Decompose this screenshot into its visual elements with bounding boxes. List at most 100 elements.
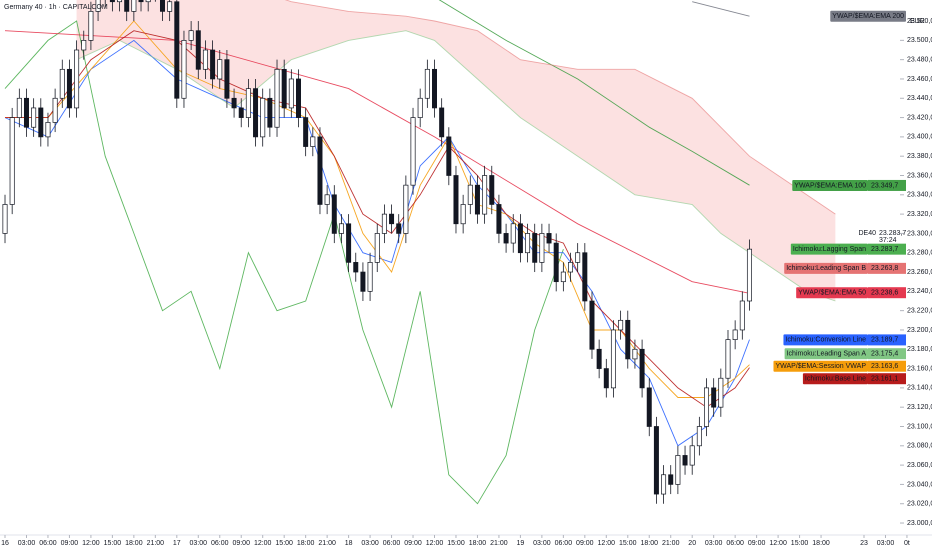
candle-body: [224, 59, 230, 99]
candle-body: [296, 78, 301, 118]
tag-name: YWAP/$EMA:EMA 100: [794, 182, 866, 189]
x-tick-label: 03:00: [18, 540, 36, 547]
tag-value-bg: [868, 360, 906, 372]
candle-body: [653, 426, 659, 495]
candle-body: [324, 194, 330, 205]
tag-name: Ichimoku:Lagging Span: [793, 246, 866, 253]
tag-name-bg: [792, 179, 868, 191]
candle-body: [568, 262, 574, 273]
x-tick-label: 15:00: [104, 540, 122, 547]
y-tick-label: 23.420,0: [907, 114, 932, 121]
candle-body: [367, 262, 373, 292]
indicator-line: [5, 30, 750, 408]
x-tick-label: 18:00: [812, 540, 830, 547]
tag-name: YWAP/$EMA:Session VWAP: [775, 363, 866, 370]
currency: EUR: [910, 18, 925, 25]
candle-body: [195, 30, 201, 70]
tag-value: 23.238,6: [871, 290, 898, 297]
candle-body: [689, 445, 695, 466]
candle-body: [403, 184, 409, 234]
candle-body: [231, 97, 237, 109]
candle-body: [746, 248, 752, 302]
tag-name-bg: [830, 10, 906, 22]
candle-body: [202, 49, 208, 70]
candle-body: [646, 387, 652, 427]
candle-body: [109, 0, 115, 3]
indicator-line: [5, 20, 750, 398]
candle-body: [2, 204, 8, 234]
plot-area: [2, 0, 836, 505]
y-tick-label: 23.160,0: [907, 365, 932, 372]
y-tick-label: 23.040,0: [907, 481, 932, 488]
series-tag: Ichimoku:Lagging Span 23.283,7: [790, 243, 906, 255]
x-tick-label: 03:00: [190, 540, 208, 547]
x-tick-label: 09:00: [748, 540, 766, 547]
tag-value: 23.175,4: [871, 351, 898, 358]
y-tick-label: 23.200,0: [907, 327, 932, 334]
x-tick-label: 12:00: [769, 540, 787, 547]
y-tick-label: 23.120,0: [907, 404, 932, 411]
tag-name-bg: [796, 287, 868, 299]
candle-body: [74, 49, 80, 109]
candle-body: [59, 68, 65, 99]
candle-body: [274, 68, 280, 128]
y-tick-label: 23.000,0: [907, 520, 932, 527]
y-tick-label: 23.060,0: [907, 462, 932, 469]
x-tick-label: 12:00: [82, 540, 100, 547]
candle-body: [618, 319, 624, 331]
candle-body: [482, 175, 488, 215]
last-price: 23.283,7: [879, 230, 906, 237]
indicator-line: [438, 0, 750, 186]
candle-body: [360, 271, 366, 292]
x-tick-label: 06:00: [383, 540, 401, 547]
indicator-line: [4, 20, 564, 505]
tag-name: Ichimoku:Conversion Line: [785, 337, 866, 344]
candle-body: [38, 107, 44, 138]
series-tag: Ichimoku:Conversion Line 23.189,7: [783, 334, 906, 346]
candle-body: [675, 455, 681, 485]
x-tick-label: 23: [860, 540, 868, 547]
x-tick-label: 09:00: [404, 540, 422, 547]
x-tick-label: 03:00: [877, 540, 895, 547]
candle-body: [396, 223, 402, 234]
candle-body: [696, 426, 702, 447]
candle-body: [331, 194, 337, 234]
x-tick-label: 0t: [904, 540, 910, 547]
candle-body: [81, 40, 87, 51]
series-tag: Ichimoku:Leading Span A 23.175,4: [784, 348, 906, 360]
candle-body: [217, 59, 223, 80]
tag-name-bg: [783, 334, 868, 346]
candle-body: [410, 117, 416, 186]
y-tick-label: 23.280,0: [907, 250, 932, 257]
x-tick-label: 18:00: [640, 540, 658, 547]
candle-body: [718, 377, 724, 408]
candle-body: [725, 339, 731, 379]
x-tick-label: 06:00: [39, 540, 57, 547]
indicator-line: [4, 39, 750, 447]
candle-body: [353, 262, 359, 273]
indicator-line: [284, 0, 836, 215]
x-tick-label: 09:00: [61, 540, 79, 547]
candle-body: [453, 175, 459, 225]
candle-body: [625, 319, 631, 360]
x-tick-label: 03:00: [361, 540, 379, 547]
candle-body: [424, 68, 430, 99]
tag-value-bg: [868, 179, 906, 191]
candle-body: [539, 233, 545, 263]
x-tick-label: 21:00: [662, 540, 680, 547]
candle-body: [389, 213, 395, 225]
candle-body: [682, 455, 688, 466]
candle-body: [317, 136, 323, 205]
candle-body: [711, 387, 717, 408]
candle-body: [174, 1, 180, 99]
x-tick-label: 15:00: [619, 540, 637, 547]
candle-body: [138, 0, 144, 3]
candle-body: [88, 11, 94, 41]
candle-body: [131, 0, 137, 12]
candle-body: [16, 97, 22, 118]
candle-body: [596, 348, 602, 369]
x-tick-label: 12:00: [426, 540, 444, 547]
tag-name-bg: [790, 243, 868, 255]
candle-body: [503, 233, 509, 244]
